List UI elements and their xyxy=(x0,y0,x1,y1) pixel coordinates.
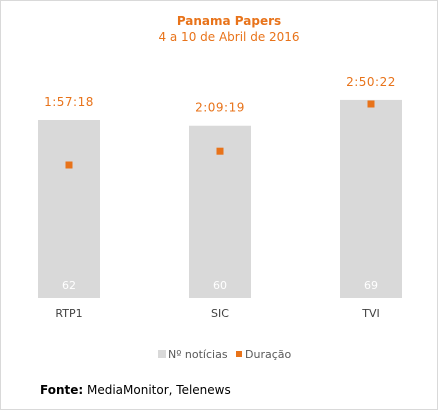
source-label: Fonte: xyxy=(40,383,84,397)
chart-title: Panama Papers xyxy=(177,14,281,28)
count-label-sic: 60 xyxy=(213,279,227,292)
plot-area: 62 1:57:18 RTP1 60 2:09:19 SIC 69 2:50:22 TVI xyxy=(38,75,402,320)
x-tick-label-tvi: TVI xyxy=(361,307,380,320)
duration-label-tvi: 2:50:22 xyxy=(346,75,396,89)
duration-label-sic: 2:09:19 xyxy=(195,101,245,115)
duration-marker-rtp1 xyxy=(65,161,73,169)
legend-swatch-count xyxy=(158,350,166,358)
legend: Nº notícias Duração xyxy=(158,348,291,361)
bar-tvi xyxy=(340,99,402,298)
duration-marker-tvi xyxy=(367,100,375,108)
count-label-rtp1: 62 xyxy=(62,279,76,292)
legend-label-duration: Duração xyxy=(245,348,291,361)
duration-label-rtp1: 1:57:18 xyxy=(44,95,94,109)
source-text: MediaMonitor, Telenews xyxy=(83,383,231,397)
duration-marker-sic xyxy=(216,147,224,155)
count-label-tvi: 69 xyxy=(364,279,378,292)
x-tick-label-sic: SIC xyxy=(211,307,229,320)
chart-subtitle: 4 a 10 de Abril de 2016 xyxy=(158,30,299,44)
x-tick-label-rtp1: RTP1 xyxy=(55,307,82,320)
source-note: Fonte: MediaMonitor, Telenews xyxy=(40,383,231,397)
bar-rtp1 xyxy=(38,120,100,298)
legend-swatch-duration xyxy=(236,351,242,357)
legend-label-count: Nº notícias xyxy=(168,348,228,361)
